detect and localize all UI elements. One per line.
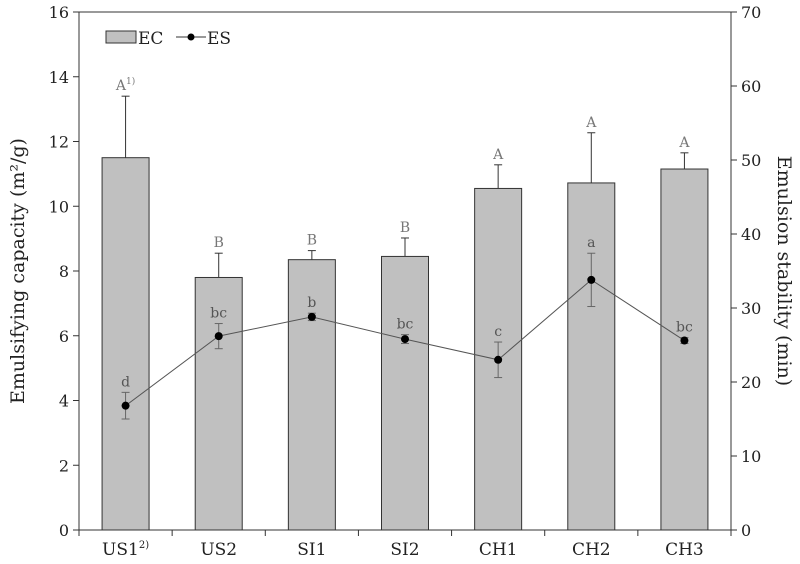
x-tick-label: CH2 bbox=[572, 540, 611, 560]
bar-group: A1) B B B A A A bbox=[101, 76, 709, 531]
y-tick-label: 4 bbox=[59, 392, 69, 411]
es-point-SI2 bbox=[401, 335, 409, 344]
y2-tick-label: 50 bbox=[741, 151, 761, 170]
bar-sig-label: A bbox=[492, 147, 504, 163]
es-point-CH3 bbox=[680, 336, 689, 345]
y-tick-label: 12 bbox=[49, 133, 69, 152]
x-tick-label: CH3 bbox=[665, 540, 704, 560]
x-tick-footnote: 2) bbox=[139, 540, 149, 551]
x-tick-label: US2 bbox=[200, 540, 237, 560]
y2-tick-label: 0 bbox=[741, 521, 751, 540]
legend-label-es: ES bbox=[207, 29, 231, 49]
es-sig-label: b bbox=[307, 295, 316, 311]
bar-sig-label: A1) bbox=[115, 76, 135, 94]
y2-tick-label: 40 bbox=[741, 225, 761, 244]
y-tick-label: 10 bbox=[49, 197, 69, 216]
legend-marker-es bbox=[187, 33, 195, 41]
es-sig-label: d bbox=[121, 374, 130, 390]
bar-CH2 bbox=[567, 182, 616, 531]
es-sig-label: c bbox=[494, 324, 502, 340]
legend-swatch-ec bbox=[105, 30, 137, 44]
bar-sig-footnote: 1) bbox=[126, 76, 135, 87]
legend: EC ES bbox=[105, 29, 231, 49]
axes: 0 2 4 6 8 10 12 14 16 0 10 20 30 40 50 60 70 US12) US2 SI1 S… bbox=[49, 3, 762, 560]
bar-sig-label: A bbox=[678, 135, 690, 151]
y-tick-label: 16 bbox=[49, 3, 69, 22]
bar-US2 bbox=[194, 276, 243, 531]
es-sig-label: a bbox=[587, 235, 595, 251]
y-tick-label: 8 bbox=[59, 262, 69, 281]
line-group: d bc b bc c a bc bbox=[121, 235, 693, 420]
y2-tick-label: 70 bbox=[741, 3, 761, 22]
x-tick-label: CH1 bbox=[479, 540, 518, 560]
y2-tick-label: 30 bbox=[741, 299, 761, 318]
bar-US1 bbox=[101, 157, 150, 531]
y2-axis-label: Emulsion stability (min) bbox=[773, 156, 795, 386]
y-tick-label: 6 bbox=[59, 327, 69, 346]
y2-tick-label: 60 bbox=[741, 77, 761, 96]
y-axis-label: Emulsifying capacity (m²/g) bbox=[7, 138, 29, 404]
es-sig-label: bc bbox=[210, 306, 227, 322]
es-point-US2 bbox=[214, 332, 223, 341]
bar-sig-label: B bbox=[400, 220, 410, 236]
y-tick-label: 2 bbox=[59, 456, 69, 475]
bar-CH3 bbox=[660, 168, 709, 531]
bar-sig-label: B bbox=[214, 235, 224, 251]
es-sig-label: bc bbox=[397, 317, 414, 333]
bar-sig-label: B bbox=[307, 233, 317, 249]
es-point-CH1 bbox=[494, 355, 503, 364]
y2-tick-label: 10 bbox=[741, 447, 761, 466]
bar-SI2 bbox=[381, 255, 429, 531]
es-point-SI1 bbox=[307, 312, 316, 321]
es-sig-label: bc bbox=[676, 320, 693, 336]
y-tick-label: 0 bbox=[59, 521, 69, 540]
x-tick-label: SI1 bbox=[297, 540, 326, 560]
es-point-CH2 bbox=[587, 275, 596, 284]
es-point-US1 bbox=[121, 401, 130, 410]
x-tick-label: US12) bbox=[102, 540, 149, 560]
bar-sig-label: A bbox=[585, 115, 597, 131]
y2-tick-label: 20 bbox=[741, 373, 761, 392]
y-tick-label: 14 bbox=[49, 68, 69, 87]
x-tick-label: SI2 bbox=[390, 540, 419, 560]
legend-label-ec: EC bbox=[138, 29, 163, 49]
